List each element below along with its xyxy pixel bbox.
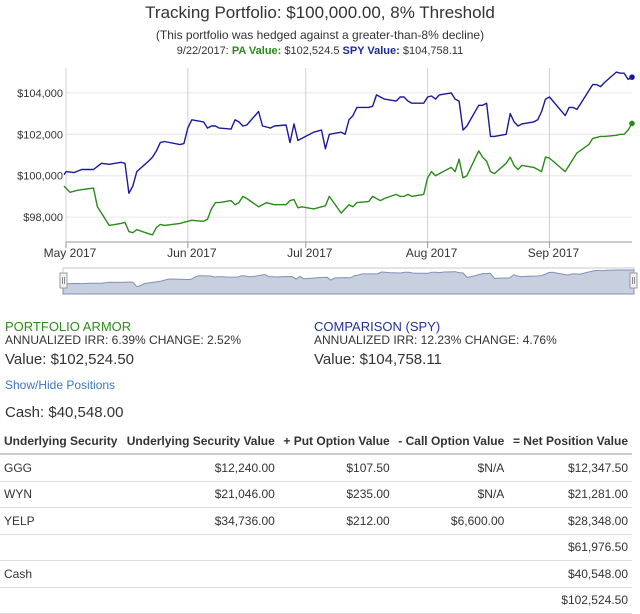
series-endpoint-spy — [629, 74, 635, 80]
show-hide-positions-link[interactable]: Show/Hide Positions — [5, 378, 116, 392]
pa-stats: ANNUALIZED IRR: 6.39% CHANGE: 2.52% — [5, 333, 242, 347]
table-cell: $12,240.00 — [121, 454, 279, 482]
column-header: - Call Option Value — [393, 429, 509, 455]
table-cell: Cash — [0, 560, 122, 588]
spy-heading: COMPARISON (SPY) — [314, 319, 441, 334]
table-cell — [278, 560, 394, 588]
readout-pa-value: $102,524.5 — [284, 45, 340, 57]
pa-heading: PORTFOLIO ARMOR — [5, 319, 132, 334]
table-cell — [121, 560, 279, 588]
table-cell — [393, 534, 509, 561]
table-cell: GGG — [0, 454, 122, 482]
table-cell — [393, 587, 509, 614]
table-cell — [278, 587, 394, 614]
table-cell — [0, 587, 122, 614]
table-row: YELP $34,736.00 $212.00 $6,600.00 $28,34… — [0, 507, 632, 535]
table-cell — [121, 534, 279, 561]
plot-background — [66, 68, 632, 242]
x-tick-label: May 2017 — [44, 246, 97, 260]
table-cell: $34,736.00 — [121, 507, 279, 535]
table-cell — [0, 534, 122, 561]
table-cell — [121, 587, 279, 614]
column-header: = Net Position Value — [508, 429, 632, 455]
table-cell: WYN — [0, 481, 122, 508]
x-tick-label: Sep 2017 — [528, 246, 580, 260]
subtotal-row: $61,976.50 — [0, 534, 632, 561]
table-row: WYN $21,046.00 $235.00 $N/A $21,281.00 — [0, 481, 632, 508]
y-axis: $98,000 $100,000 $102,000 $104,000 — [17, 88, 63, 224]
table-cell: $40,548.00 — [508, 560, 632, 588]
table-cell — [393, 560, 509, 588]
readout-date: 9/22/2017: — [176, 45, 229, 57]
column-header: + Put Option Value — [278, 429, 394, 455]
x-axis: May 2017 Jun 2017 Jul 2017 Aug 2017 Sep 2017 — [44, 241, 632, 260]
y-tick-label: $100,000 — [17, 171, 63, 183]
series-line-pa — [63, 123, 633, 236]
pa-value: Value: $102,524.50 — [5, 351, 135, 368]
line-chart[interactable]: $98,000 $100,000 $102,000 $104,000 May 2017… — [0, 60, 640, 296]
table-cell: $212.00 — [278, 507, 394, 535]
series-lines — [63, 71, 635, 236]
x-tick-label: Aug 2017 — [406, 246, 458, 260]
chart-title: Tracking Portfolio: $100,000.00, 8% Thre… — [145, 3, 495, 22]
cash-balance: Cash: $40,548.00 — [5, 404, 124, 421]
chart-readout: 9/22/2017: PA Value: $102,524.5 SPY Valu… — [0, 45, 640, 57]
series-endpoint-pa — [629, 120, 635, 127]
navigator-left-handle[interactable] — [59, 272, 68, 289]
table-cell — [278, 534, 394, 561]
table-cell: $28,348.00 — [508, 507, 632, 535]
y-tick-label: $98,000 — [23, 212, 63, 224]
table-cell: $21,281.00 — [508, 481, 632, 508]
readout-spy-label: SPY Value: — [342, 45, 400, 57]
table-cell: $12,347.50 — [508, 454, 632, 482]
table-header-row: Underlying Security Underlying Security … — [0, 429, 632, 455]
positions-table: Underlying Security Underlying Security … — [0, 429, 632, 614]
table-cell: $N/A — [393, 481, 509, 508]
range-navigator[interactable] — [59, 267, 638, 295]
cash-row: Cash $40,548.00 — [0, 560, 632, 588]
series-line-spy — [63, 71, 633, 195]
table-cell: $6,600.00 — [393, 507, 509, 535]
navigator-right-handle[interactable] — [629, 272, 638, 289]
navigator-area — [62, 269, 635, 295]
table-cell: $61,976.50 — [508, 534, 632, 561]
column-header: Underlying Security — [0, 429, 122, 455]
y-tick-label: $102,000 — [17, 129, 63, 141]
total-row: $102,524.50 — [0, 587, 632, 614]
column-header: Underlying Security Value — [121, 429, 279, 455]
table-row: GGG $12,240.00 $107.50 $N/A $12,347.50 — [0, 454, 632, 482]
table-cell: $102,524.50 — [508, 587, 632, 614]
table-cell: $N/A — [393, 454, 509, 482]
readout-pa-label: PA Value: — [231, 45, 282, 57]
grid — [65, 68, 632, 242]
x-tick-label: Jul 2017 — [287, 246, 333, 260]
table-cell: $21,046.00 — [121, 481, 279, 508]
chart-subtitle: (This portfolio was hedged against a gre… — [155, 28, 485, 42]
x-tick-label: Jun 2017 — [167, 246, 217, 260]
table-cell: $235.00 — [278, 481, 394, 508]
table-cell: YELP — [0, 507, 122, 535]
y-tick-label: $104,000 — [17, 88, 63, 100]
spy-stats: ANNUALIZED IRR: 12.23% CHANGE: 4.76% — [314, 333, 557, 347]
spy-value: Value: $104,758.11 — [314, 351, 442, 368]
table-cell: $107.50 — [278, 454, 394, 482]
readout-spy-value: $104,758.11 — [402, 45, 464, 57]
